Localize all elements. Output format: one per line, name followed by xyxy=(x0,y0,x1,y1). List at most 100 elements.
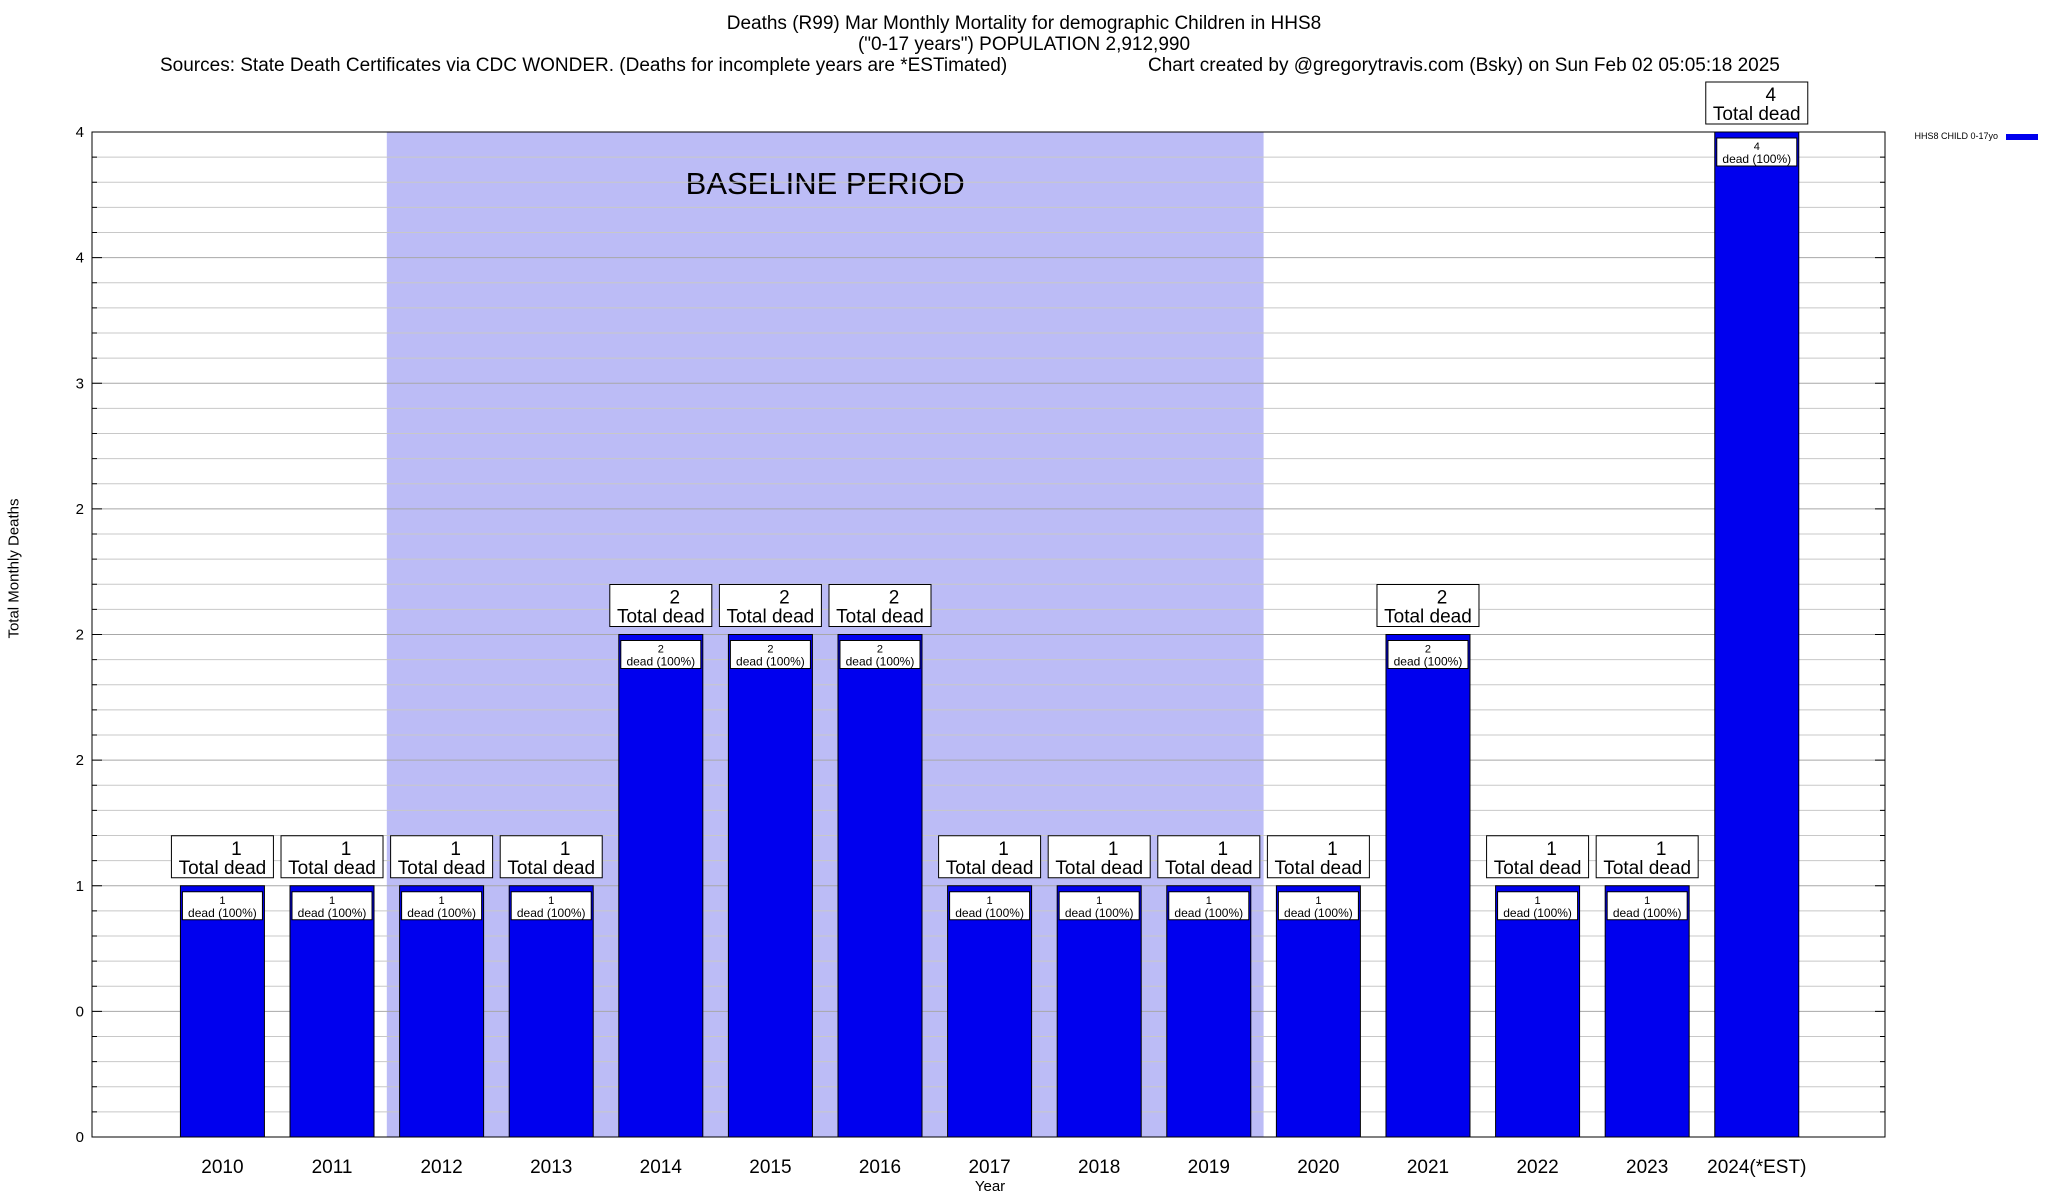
bar-total-label-box xyxy=(170,835,274,879)
bar-inner-label-box xyxy=(1716,137,1798,167)
bar-inner-label-box xyxy=(839,640,921,669)
bar-total-suffix-label: Total dead xyxy=(398,858,486,879)
bar-inner-value-label: 1 xyxy=(987,895,993,907)
y-tick-label: 2 xyxy=(76,752,84,769)
bar-total-suffix-label: Total dead xyxy=(1275,858,1363,879)
x-tick-label: 2019 xyxy=(1188,1157,1230,1178)
bar xyxy=(508,885,594,1138)
bar-total-value-label: 2 xyxy=(670,588,681,609)
bar-inner-value-label: 2 xyxy=(658,644,664,656)
bar xyxy=(837,634,923,1138)
bar-inner-label-box xyxy=(1277,891,1359,921)
bar-total-label-box xyxy=(1595,835,1699,879)
y-tick-label: 1 xyxy=(76,878,84,895)
bar-total-suffix-label: Total dead xyxy=(1494,858,1582,879)
bar xyxy=(179,885,265,1138)
bar-total-suffix-label: Total dead xyxy=(1384,607,1472,628)
bar-inner-value-label: 1 xyxy=(1535,895,1541,907)
bar-inner-percent-label: dead (100%) xyxy=(846,655,915,669)
bar-inner-label-box xyxy=(1387,640,1469,669)
bar xyxy=(289,885,375,1138)
x-tick-label: 2020 xyxy=(1297,1157,1339,1178)
bar-total-label-box xyxy=(938,835,1042,879)
bar-inner-label-box xyxy=(291,891,373,921)
x-tick-label: 2018 xyxy=(1078,1157,1120,1178)
bar-inner-percent-label: dead (100%) xyxy=(1394,655,1463,669)
y-tick-label: 4 xyxy=(76,124,84,141)
bar-inner-percent-label: dead (100%) xyxy=(517,906,586,920)
bar-inner-percent-label: dead (100%) xyxy=(1722,152,1791,166)
bar-total-suffix-label: Total dead xyxy=(946,858,1034,879)
bar-inner-percent-label: dead (100%) xyxy=(626,655,695,669)
bar-total-value-label: 2 xyxy=(1437,588,1448,609)
bar-total-label-box xyxy=(280,835,384,879)
x-tick-label: 2022 xyxy=(1516,1157,1558,1178)
bar-total-value-label: 1 xyxy=(1218,839,1229,860)
bar-total-label-box xyxy=(828,584,932,627)
bar-total-value-label: 1 xyxy=(450,839,461,860)
bar-inner-label-box xyxy=(1497,891,1579,921)
x-tick-label: 2013 xyxy=(530,1157,572,1178)
x-tick-label: 2023 xyxy=(1626,1157,1668,1178)
bar-total-suffix-label: Total dead xyxy=(288,858,376,879)
x-tick-label: 2012 xyxy=(420,1157,462,1178)
legend-label: HHS8 CHILD 0-17yo xyxy=(1914,131,1998,141)
bar-inner-percent-label: dead (100%) xyxy=(955,906,1024,920)
bar-inner-percent-label: dead (100%) xyxy=(1174,906,1243,920)
bar xyxy=(1714,131,1800,1138)
bar xyxy=(399,885,485,1138)
bar-total-label-box xyxy=(1157,835,1261,879)
bar-total-label-box xyxy=(1376,584,1480,627)
bar-total-value-label: 1 xyxy=(231,839,242,860)
bar-total-suffix-label: Total dead xyxy=(1165,858,1253,879)
bar-inner-value-label: 4 xyxy=(1754,141,1760,153)
y-tick-label: 2 xyxy=(76,501,84,518)
x-tick-label: 2010 xyxy=(201,1157,243,1178)
bar xyxy=(1166,885,1252,1138)
bar-total-value-label: 1 xyxy=(341,839,352,860)
bar-inner-label-box xyxy=(510,891,592,921)
bar-total-suffix-label: Total dead xyxy=(1713,104,1801,125)
x-tick-label: 2024(*EST) xyxy=(1707,1157,1806,1178)
bar-total-value-label: 4 xyxy=(1765,85,1776,106)
chart-title-line2: ("0-17 years") POPULATION 2,912,990 xyxy=(857,34,1191,55)
bar-total-label-box xyxy=(718,584,822,627)
legend-swatch xyxy=(2006,134,2038,140)
bar-inner-label-box xyxy=(729,640,811,669)
y-tick-label: 3 xyxy=(76,375,84,392)
x-tick-label: 2016 xyxy=(859,1157,901,1178)
bar-inner-label-box xyxy=(620,640,702,669)
bar xyxy=(1495,885,1581,1138)
bar-total-value-label: 1 xyxy=(560,839,571,860)
bar-total-suffix-label: Total dead xyxy=(1055,858,1143,879)
bar-total-value-label: 1 xyxy=(1327,839,1338,860)
bar-total-suffix-label: Total dead xyxy=(617,607,705,628)
baseline-period-label: BASELINE PERIOD xyxy=(686,166,965,201)
bar-inner-value-label: 1 xyxy=(548,895,554,907)
bar-total-suffix-label: Total dead xyxy=(727,607,815,628)
bar-total-suffix-label: Total dead xyxy=(179,858,267,879)
bar-inner-value-label: 1 xyxy=(329,895,335,907)
bar xyxy=(1056,885,1142,1138)
bar-inner-percent-label: dead (100%) xyxy=(1284,906,1353,920)
x-tick-label: 2014 xyxy=(640,1157,683,1178)
y-tick-label: 0 xyxy=(76,1003,84,1020)
bar-total-label-box xyxy=(1486,835,1590,879)
bar xyxy=(727,634,813,1138)
bar-inner-value-label: 1 xyxy=(439,895,445,907)
bar-inner-percent-label: dead (100%) xyxy=(407,906,476,920)
bar-total-suffix-label: Total dead xyxy=(507,858,595,879)
x-tick-label: 2017 xyxy=(968,1157,1010,1178)
y-axis-title: Total Monthly Deaths xyxy=(4,498,28,638)
bar xyxy=(618,634,704,1138)
bar-inner-value-label: 2 xyxy=(1425,644,1431,656)
bar-inner-label-box xyxy=(949,891,1031,921)
bar xyxy=(947,885,1033,1138)
bar-total-value-label: 2 xyxy=(779,588,790,609)
bar-inner-percent-label: dead (100%) xyxy=(736,655,805,669)
bar-inner-percent-label: dead (100%) xyxy=(1613,906,1682,920)
x-tick-label: 2021 xyxy=(1407,1157,1449,1178)
bar-inner-value-label: 2 xyxy=(877,644,883,656)
bar-total-suffix-label: Total dead xyxy=(836,607,924,628)
